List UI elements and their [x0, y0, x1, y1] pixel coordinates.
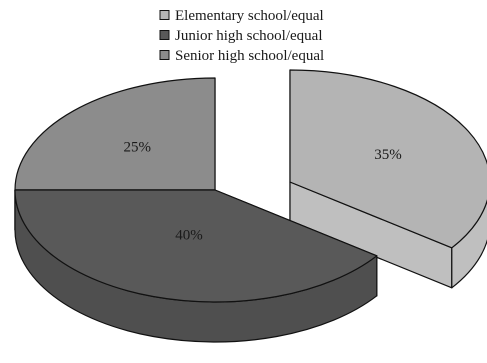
- legend-swatch: [159, 50, 170, 60]
- slice-label-elementary-school-equal: 35%: [374, 147, 402, 163]
- legend-item-junior-high-school-equal: Junior high school/equal: [159, 28, 322, 44]
- pie-slice-elementary-school-equal: [289, 69, 487, 289]
- legend-swatch: [159, 30, 170, 40]
- slice-label-senior-high-school-equal: 25%: [123, 139, 151, 155]
- legend-label: Elementary school/equal: [175, 8, 324, 24]
- legend-swatch: [159, 10, 170, 20]
- pie-slice-junior-high-school-equal: [14, 189, 378, 343]
- legend-item-senior-high-school-equal: Senior high school/equal: [159, 48, 324, 64]
- pie-slices: [14, 69, 487, 343]
- slice-label-junior-high-school-equal: 40%: [175, 228, 203, 244]
- slice-top: [14, 77, 216, 191]
- legend: Elementary school/equal Junior high schoo…: [159, 8, 324, 64]
- legend-item-elementary-school-equal: Elementary school/equal: [159, 8, 324, 24]
- slice-top: [289, 69, 487, 249]
- legend-label: Junior high school/equal: [175, 28, 322, 44]
- slice-top: [14, 189, 378, 303]
- legend-label: Senior high school/equal: [175, 48, 324, 64]
- slice-labels: 25% 35% 40%: [123, 139, 401, 243]
